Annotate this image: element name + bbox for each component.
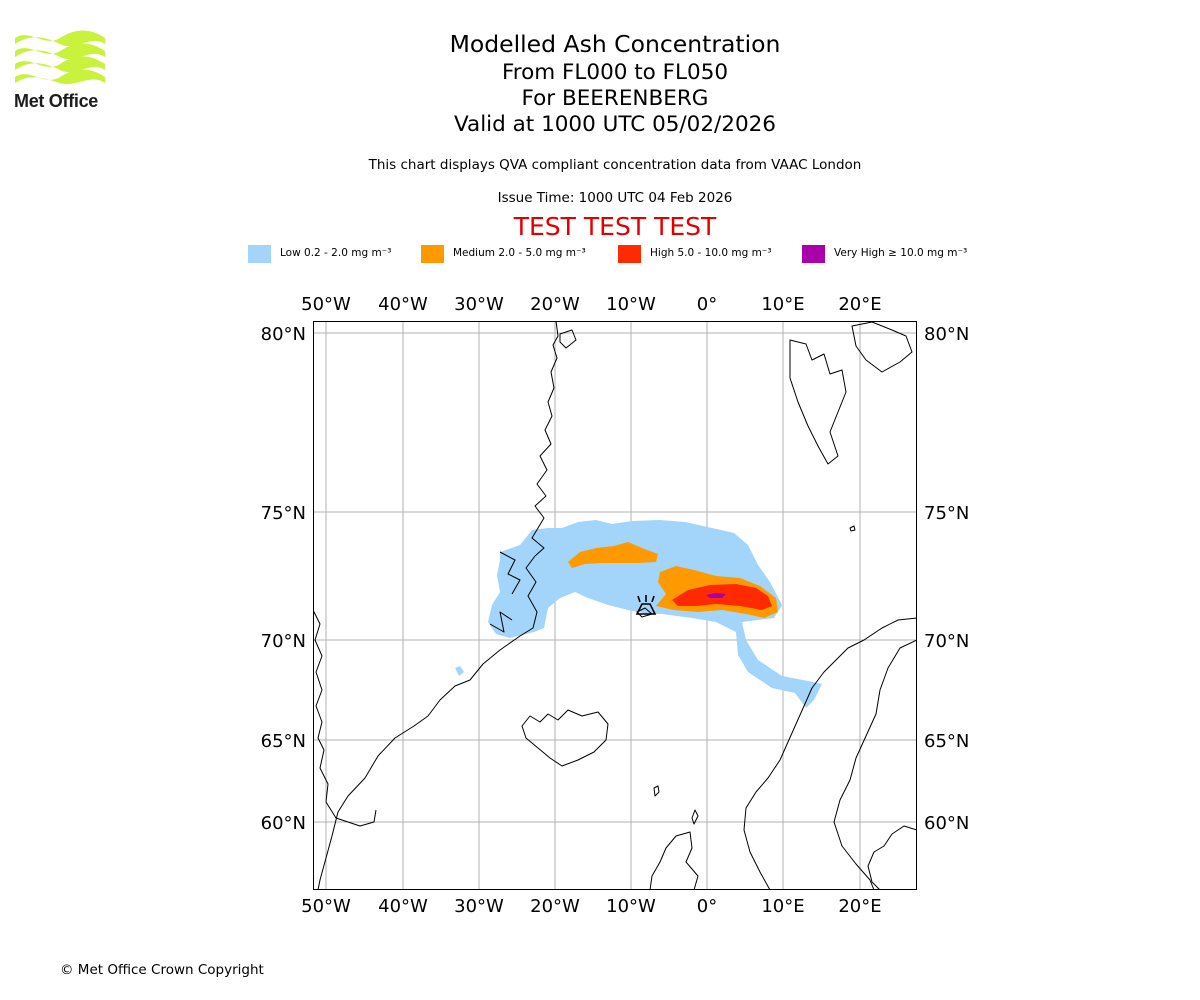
ash-medium-region-north <box>568 542 658 568</box>
graticule <box>313 321 917 890</box>
iceland <box>521 709 609 767</box>
lat-label-right: 60°N <box>924 813 969 834</box>
compliance-note: This chart displays QVA compliant concen… <box>368 157 862 173</box>
lon-label-top: 10°W <box>606 294 656 315</box>
lon-label-bottom: 0° <box>697 896 717 917</box>
scotland <box>649 831 699 890</box>
lat-label-right: 75°N <box>924 503 969 524</box>
faroe-islands <box>653 785 660 797</box>
greenland-fjord-1 <box>499 551 521 595</box>
lat-label-left: 65°N <box>261 731 306 752</box>
lat-label-left: 80°N <box>261 324 306 345</box>
greenland-west-edge <box>313 609 377 827</box>
lon-label-top: 0° <box>697 294 717 315</box>
ash-very-high-region <box>706 593 726 598</box>
met-office-logo: Met Office <box>14 30 114 114</box>
legend-label-high: High 5.0 - 10.0 mg m⁻³ <box>650 247 772 259</box>
lon-label-top: 30°W <box>454 294 504 315</box>
volcano-icon <box>635 595 657 615</box>
lat-label-right: 65°N <box>924 731 969 752</box>
greenland-east-coast <box>317 321 559 890</box>
lat-label-left: 75°N <box>261 503 306 524</box>
lon-label-bottom: 30°W <box>454 896 504 917</box>
legend-label-low: Low 0.2 - 2.0 mg m⁻³ <box>280 247 392 259</box>
issue-time: Issue Time: 1000 UTC 04 Feb 2026 <box>497 190 733 206</box>
lat-label-left: 60°N <box>261 813 306 834</box>
lon-label-top: 50°W <box>301 294 351 315</box>
svalbard <box>789 339 847 465</box>
lat-label-right: 80°N <box>924 324 969 345</box>
lon-label-top: 40°W <box>378 294 428 315</box>
lon-label-bottom: 20°W <box>530 896 580 917</box>
lat-label-right: 70°N <box>924 631 969 652</box>
svalbard-east <box>851 321 913 373</box>
legend-swatch-very-high <box>802 245 825 263</box>
test-banner: TEST TEST TEST <box>513 212 717 241</box>
lon-label-bottom: 10°W <box>606 896 656 917</box>
map-frame <box>313 321 917 890</box>
lon-label-top: 20°W <box>530 294 580 315</box>
lon-label-bottom: 10°E <box>761 896 804 917</box>
flight-level-range: From FL000 to FL050 <box>501 60 729 85</box>
legend-label-very-high: Very High ≥ 10.0 mg m⁻³ <box>834 247 968 259</box>
shetland-islands <box>691 809 699 825</box>
coastlines <box>313 321 917 890</box>
greenland-fjord-2 <box>489 611 513 633</box>
baltic-coast <box>867 825 917 890</box>
lat-label-left: 70°N <box>261 631 306 652</box>
greenland-island <box>559 329 577 349</box>
ash-low-fragment <box>455 666 464 676</box>
lon-label-top: 20°E <box>838 294 881 315</box>
met-office-wave-icon <box>15 30 105 85</box>
lon-label-bottom: 50°W <box>301 896 351 917</box>
legend-swatch-low <box>248 245 271 263</box>
valid-time: Valid at 1000 UTC 05/02/2026 <box>453 112 776 137</box>
legend-label-medium: Medium 2.0 - 5.0 mg m⁻³ <box>453 247 586 259</box>
legend-swatch-medium <box>421 245 444 263</box>
lon-label-top: 10°E <box>761 294 804 315</box>
legend-swatch-high <box>618 245 641 263</box>
copyright-notice: © Met Office Crown Copyright <box>60 962 264 978</box>
scandinavia-east <box>833 639 917 890</box>
norway-coast <box>743 617 917 890</box>
lon-label-bottom: 20°E <box>838 896 881 917</box>
chart-title: Modelled Ash Concentration <box>449 30 781 58</box>
logo-text: Met Office <box>14 91 99 111</box>
lon-label-bottom: 40°W <box>378 896 428 917</box>
volcano-name: For BEERENBERG <box>521 86 709 111</box>
chart-title-block: Modelled Ash Concentration From FL000 to… <box>315 28 915 138</box>
svalbard-islet <box>849 525 856 532</box>
